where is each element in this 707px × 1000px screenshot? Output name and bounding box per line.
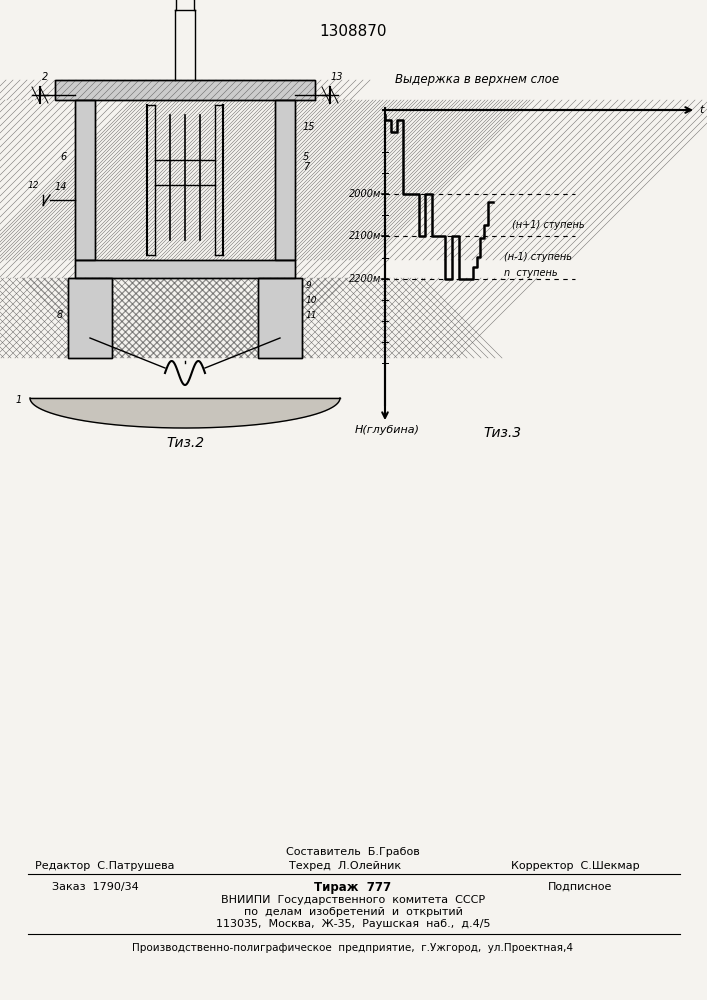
Text: 2200м: 2200м bbox=[349, 274, 381, 284]
Text: Техред  Л.Олейник: Техред Л.Олейник bbox=[289, 861, 401, 871]
Bar bbox=[258, 278, 302, 358]
Text: 10: 10 bbox=[306, 296, 317, 305]
Text: Составитель  Б.Грабов: Составитель Б.Грабов bbox=[286, 847, 420, 857]
Text: n  ступень: n ступень bbox=[503, 268, 557, 278]
Bar bbox=[68, 278, 112, 358]
Text: Выдержка в верхнем слое: Выдержка в верхнем слое bbox=[395, 74, 559, 87]
Text: Производственно-полиграфическое  предприятие,  г.Ужгород,  ул.Проектная,4: Производственно-полиграфическое предприя… bbox=[132, 943, 573, 953]
Text: H(глубина): H(глубина) bbox=[354, 425, 419, 435]
Text: 113035,  Москва,  Ж-35,  Раушская  наб.,  д.4/5: 113035, Москва, Ж-35, Раушская наб., д.4… bbox=[216, 919, 490, 929]
Text: Корректор  С.Шекмар: Корректор С.Шекмар bbox=[510, 861, 639, 871]
Bar bbox=[75, 260, 295, 278]
Text: 15: 15 bbox=[303, 122, 315, 132]
Text: 13: 13 bbox=[331, 72, 344, 82]
Text: 2: 2 bbox=[42, 72, 48, 82]
Text: Тираж  777: Тираж 777 bbox=[315, 880, 392, 894]
Bar bbox=[75, 100, 95, 260]
Bar bbox=[275, 100, 295, 260]
Text: 2000м: 2000м bbox=[349, 189, 381, 199]
Bar bbox=[55, 80, 315, 100]
Text: 11: 11 bbox=[306, 311, 317, 320]
Text: Τиз.2: Τиз.2 bbox=[166, 436, 204, 450]
Text: (н+1) ступень: (н+1) ступень bbox=[512, 220, 584, 230]
Text: по  делам  изобретений  и  открытий: по делам изобретений и открытий bbox=[244, 907, 462, 917]
Text: 6: 6 bbox=[61, 152, 67, 162]
Text: ВНИИПИ  Государственного  комитета  СССР: ВНИИПИ Государственного комитета СССР bbox=[221, 895, 485, 905]
Bar bbox=[258, 278, 302, 358]
Text: 14: 14 bbox=[54, 182, 67, 192]
Text: Подписное: Подписное bbox=[548, 882, 612, 892]
Bar bbox=[75, 100, 95, 260]
Bar bbox=[55, 80, 315, 100]
Bar bbox=[68, 278, 112, 358]
Bar bbox=[275, 100, 295, 260]
Text: 7: 7 bbox=[303, 162, 309, 172]
Text: (н-1) ступень: (н-1) ступень bbox=[503, 252, 572, 262]
Text: 2100м: 2100м bbox=[349, 231, 381, 241]
Text: 9: 9 bbox=[306, 281, 312, 290]
Text: Редактор  С.Патрушева: Редактор С.Патрушева bbox=[35, 861, 175, 871]
Text: 1: 1 bbox=[16, 395, 22, 405]
Text: 12: 12 bbox=[28, 181, 39, 190]
Text: 5: 5 bbox=[303, 152, 309, 162]
Polygon shape bbox=[30, 398, 340, 428]
Text: 8: 8 bbox=[57, 310, 63, 320]
Bar bbox=[75, 260, 295, 278]
Text: Τиз.3: Τиз.3 bbox=[483, 426, 521, 440]
Text: t (время): t (время) bbox=[700, 105, 707, 115]
Text: Заказ  1790/34: Заказ 1790/34 bbox=[52, 882, 139, 892]
Text: 1308870: 1308870 bbox=[320, 24, 387, 39]
